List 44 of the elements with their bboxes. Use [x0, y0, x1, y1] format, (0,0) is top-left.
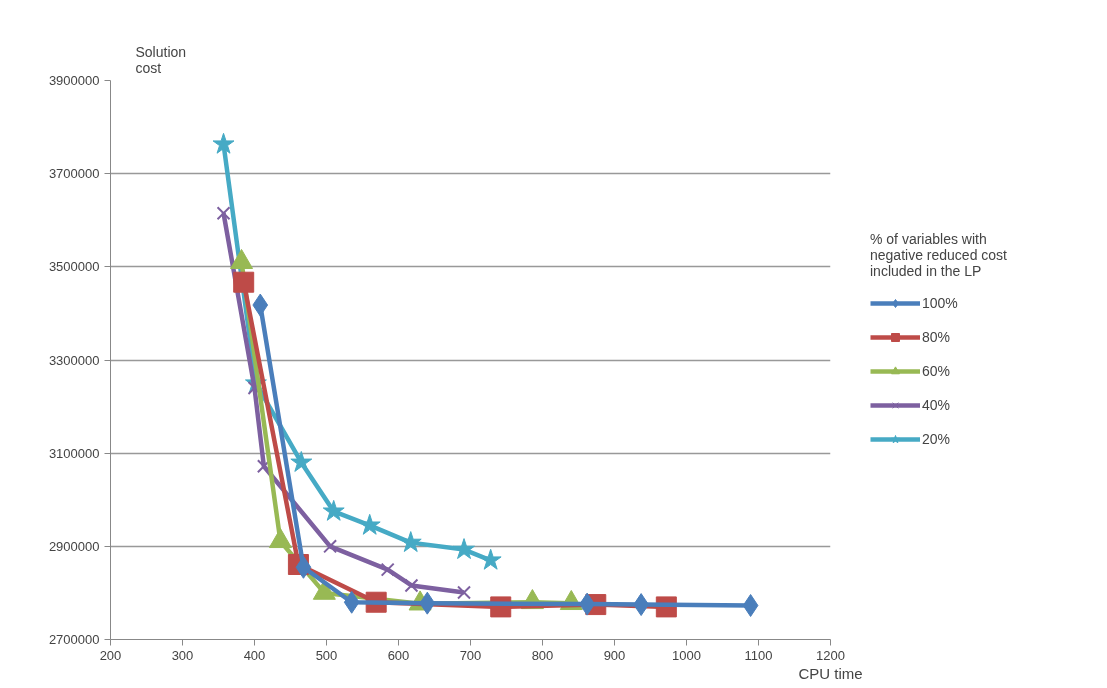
x-tick-label: 700 [459, 647, 482, 663]
legend-label: 100% [922, 295, 958, 311]
y-tick-label: 3100000 [48, 445, 100, 461]
point [419, 591, 436, 615]
y-tick-label: 2900000 [48, 538, 100, 554]
point [404, 578, 419, 593]
x-tick-label: 200 [99, 647, 122, 663]
y-axis-title: Solution cost [135, 43, 187, 76]
x-tick-label: 900 [603, 647, 626, 663]
x-tick-label: 500 [315, 647, 338, 663]
legend-label: 20% [922, 431, 951, 447]
point [295, 555, 312, 579]
point [212, 132, 235, 154]
point [457, 585, 472, 600]
point [742, 593, 759, 617]
y-tick-label: 3900000 [48, 73, 100, 88]
y-tick-label: 3500000 [48, 259, 100, 275]
y-tick-label: 3300000 [48, 352, 100, 368]
point [323, 539, 338, 554]
point [252, 293, 269, 317]
point [380, 562, 395, 577]
point [479, 548, 502, 570]
legend-label: 80% [922, 329, 951, 345]
x-axis-title: CPU time [798, 664, 863, 682]
y-tick-label: 3700000 [48, 166, 100, 182]
legend-label: 60% [922, 363, 951, 379]
legend-label: 40% [922, 397, 951, 413]
point [290, 450, 313, 472]
point [216, 206, 231, 221]
point [322, 499, 345, 521]
x-tick-label: 1000 [672, 647, 701, 663]
x-tick-label: 600 [387, 647, 410, 663]
point [343, 590, 360, 614]
point [233, 271, 255, 293]
point [453, 538, 475, 559]
x-tick-label: 400 [243, 647, 266, 663]
point [358, 513, 381, 535]
y-tick-label: 2700000 [48, 632, 100, 647]
x-tick-label: 300 [171, 647, 194, 663]
point [399, 531, 422, 553]
x-tick-label: 1100 [744, 647, 773, 663]
x-tick-label: 800 [531, 647, 554, 663]
legend-title: % of variables with negative reduced cost included in the LP [870, 231, 1007, 279]
x-tick-label: 1200 [816, 647, 845, 663]
